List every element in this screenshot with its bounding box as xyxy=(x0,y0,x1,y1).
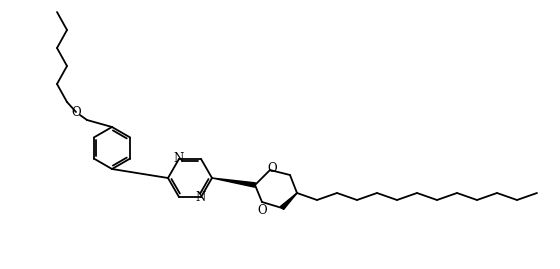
Text: N: N xyxy=(174,153,184,165)
Text: O: O xyxy=(257,204,267,217)
Text: N: N xyxy=(196,190,206,204)
Text: O: O xyxy=(267,161,277,175)
Polygon shape xyxy=(212,178,255,187)
Text: O: O xyxy=(71,105,81,119)
Polygon shape xyxy=(281,193,297,210)
